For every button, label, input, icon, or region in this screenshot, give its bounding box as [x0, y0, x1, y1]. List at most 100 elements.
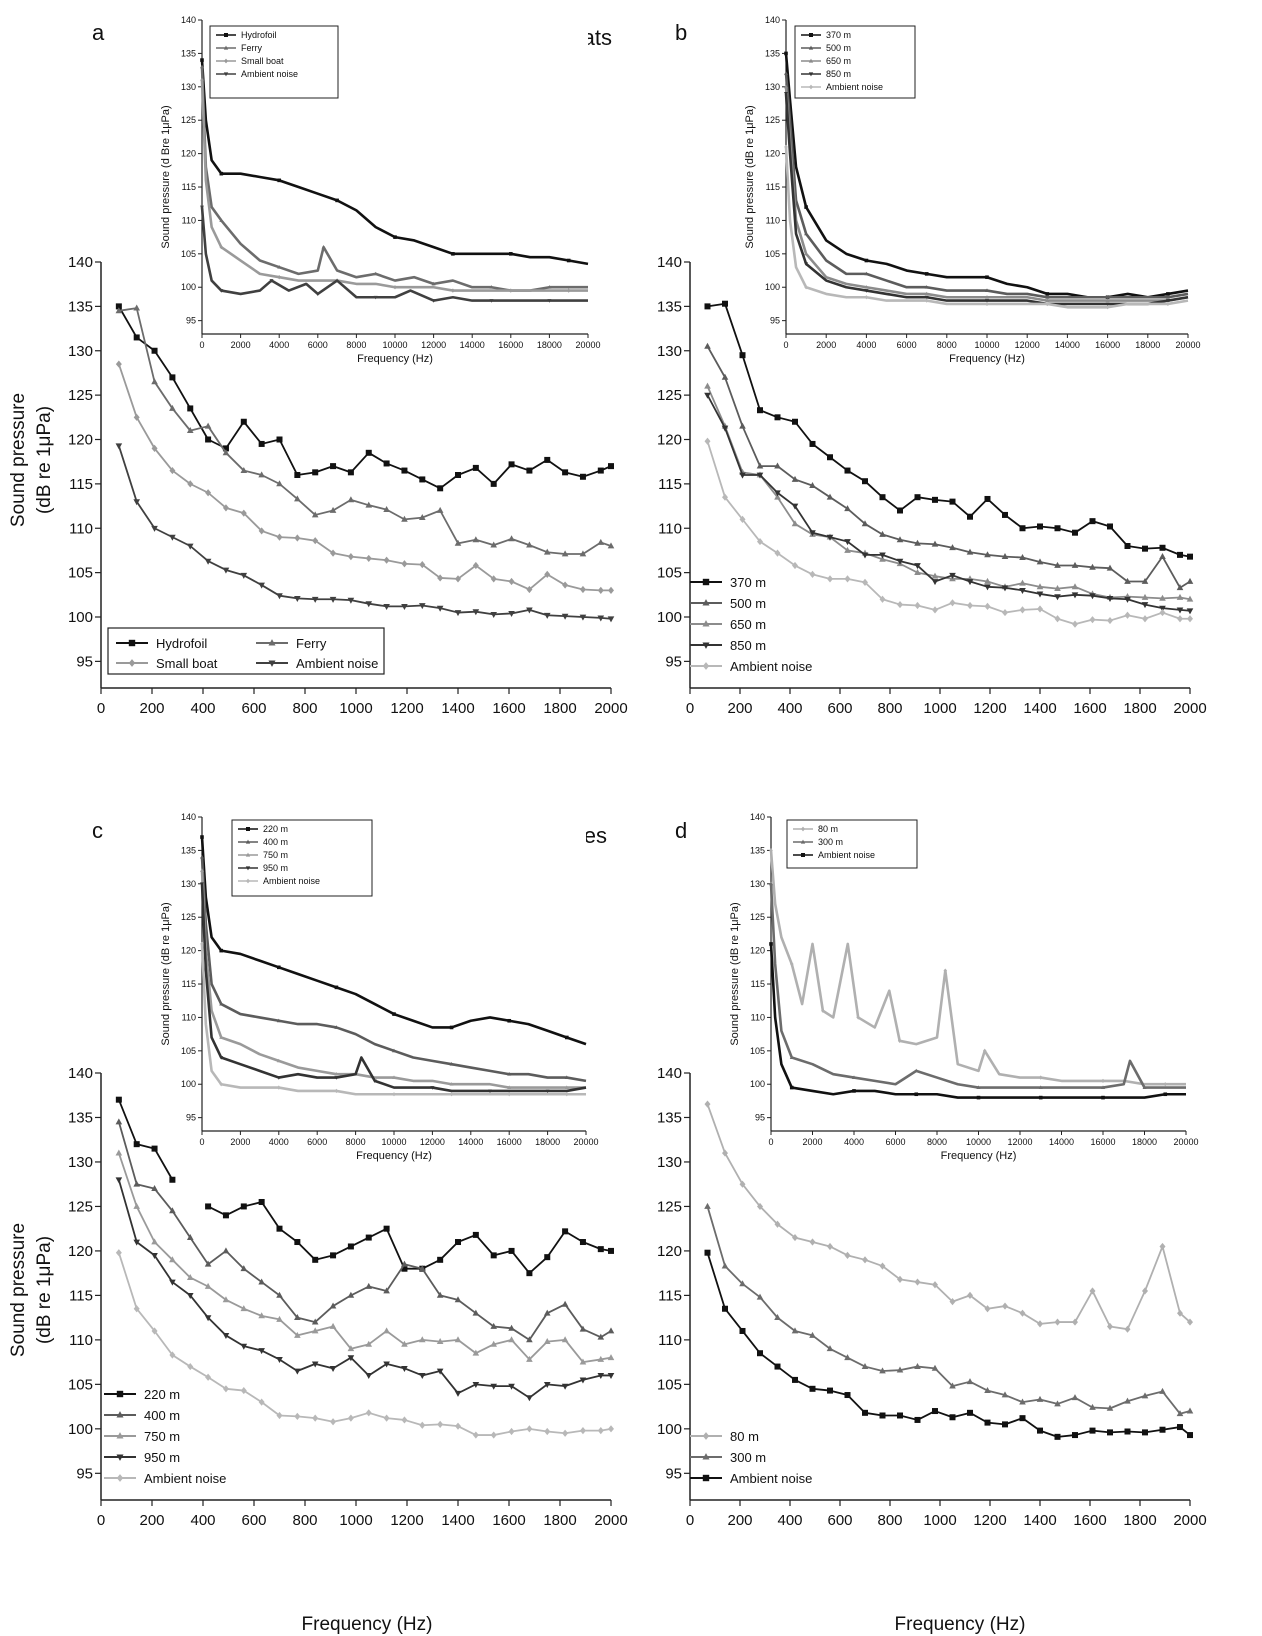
- data-point: [826, 1345, 834, 1352]
- inset-data-point: [864, 285, 869, 289]
- data-point: [932, 606, 938, 614]
- data-point: [1106, 595, 1114, 602]
- data-point: [169, 1351, 176, 1359]
- x-tick-label: 1200: [973, 700, 1006, 717]
- inset-legend-label: 80 m: [818, 824, 838, 834]
- data-point: [133, 1141, 140, 1148]
- inset-data-point: [392, 1075, 396, 1079]
- data-point: [490, 1383, 497, 1390]
- data-point: [508, 1427, 515, 1436]
- inset-legend-label: 300 m: [818, 837, 843, 847]
- data-point: [984, 495, 991, 502]
- inset-series-300-m: [769, 881, 1186, 1090]
- data-point: [896, 1366, 904, 1373]
- x-tick-label: 600: [827, 1512, 852, 1529]
- legend-label: 300 m: [730, 1450, 766, 1465]
- data-point: [508, 1247, 515, 1254]
- data-point: [792, 561, 798, 570]
- data-point: [419, 1336, 426, 1343]
- data-point: [1002, 1421, 1008, 1428]
- data-point: [133, 413, 140, 421]
- data-point: [222, 1212, 229, 1219]
- inset-legend-box: [231, 819, 373, 897]
- data-point: [914, 1278, 921, 1286]
- inset-data-point: [804, 205, 808, 209]
- data-point: [294, 1412, 301, 1420]
- x-tick-label: 1400: [441, 700, 474, 717]
- data-point: [419, 1421, 426, 1429]
- data-point: [133, 304, 140, 311]
- data-point: [1054, 1318, 1061, 1326]
- x-tick-label: 800: [292, 700, 317, 717]
- data-point: [347, 1291, 355, 1298]
- data-point: [240, 1305, 248, 1312]
- inset-x-tick-label: 10000: [974, 340, 999, 350]
- inset-data-point: [789, 1055, 794, 1059]
- data-point: [1002, 1302, 1008, 1310]
- data-point: [115, 1118, 123, 1125]
- data-point: [151, 347, 158, 354]
- inset-series-line: [769, 850, 1186, 1086]
- data-point: [526, 607, 533, 614]
- data-point: [597, 586, 604, 594]
- data-point: [879, 494, 886, 501]
- x-tick-label: 1000: [923, 1512, 956, 1529]
- inset-data-point: [565, 1035, 569, 1040]
- inset-legend-label: 750 m: [263, 850, 288, 860]
- data-point: [914, 1416, 921, 1423]
- data-point: [597, 615, 605, 622]
- data-point: [419, 514, 426, 520]
- inset-series-hydrofoil: [200, 58, 589, 266]
- inset-legend-label: 400 m: [263, 837, 288, 847]
- inset-legend-label: Ambient noise: [241, 69, 298, 79]
- inset-data-point: [985, 275, 989, 280]
- data-point: [861, 552, 869, 559]
- chart-panel-a: aAll boats951001051101151201251301351400…: [68, 15, 628, 717]
- data-point: [1159, 544, 1166, 551]
- series-950-m: [115, 1177, 615, 1402]
- inset-data-point: [924, 291, 929, 296]
- inset-x-tick-label: 20000: [575, 340, 600, 350]
- data-point: [472, 536, 480, 543]
- inset-data-point: [200, 64, 204, 69]
- data-point: [490, 611, 497, 618]
- inset-x-tick-label: 18000: [537, 340, 562, 350]
- legend-marker: [116, 1390, 124, 1398]
- inset-data-point: [1163, 1082, 1168, 1087]
- inset-x-tick-label: 20000: [573, 1137, 598, 1147]
- data-point: [704, 382, 711, 389]
- inset-x-axis-title: Frequency (Hz): [356, 1150, 432, 1162]
- data-point: [608, 1247, 614, 1254]
- inset-y-tick-label: 120: [750, 946, 765, 956]
- data-point: [949, 498, 956, 505]
- inset-data-point: [1163, 1092, 1168, 1097]
- inset-x-axis-title: Frequency (Hz): [941, 1150, 1017, 1162]
- data-point: [739, 515, 746, 523]
- data-point: [294, 1314, 301, 1321]
- series-ambient-noise: [115, 1249, 614, 1439]
- inset-data-point: [431, 281, 436, 286]
- data-point: [1054, 1433, 1061, 1440]
- legend-label: 370 m: [730, 575, 766, 590]
- inset-series-line: [200, 943, 586, 1096]
- data-point: [543, 548, 551, 555]
- data-point: [240, 572, 248, 579]
- inset-series-line: [200, 870, 586, 1089]
- data-point: [561, 1336, 569, 1343]
- data-point: [597, 1355, 605, 1362]
- inset-x-tick-label: 14000: [1049, 1137, 1074, 1147]
- inset-data-point: [985, 299, 989, 303]
- inset-x-tick-label: 20000: [1175, 340, 1200, 350]
- data-point: [508, 1324, 515, 1331]
- x-tick-label: 0: [97, 700, 105, 717]
- legend-label: 500 m: [730, 596, 766, 611]
- data-point: [1176, 1410, 1184, 1417]
- data-point: [844, 1354, 851, 1361]
- y-tick-label: 135: [657, 1109, 682, 1126]
- inset-data-point: [1101, 1078, 1105, 1084]
- inset-y-tick-label: 140: [750, 812, 765, 822]
- inset-data-point: [985, 295, 989, 299]
- inset-data-point: [1166, 292, 1170, 296]
- legend-label: 850 m: [730, 638, 766, 653]
- inset-data-point: [852, 1089, 856, 1093]
